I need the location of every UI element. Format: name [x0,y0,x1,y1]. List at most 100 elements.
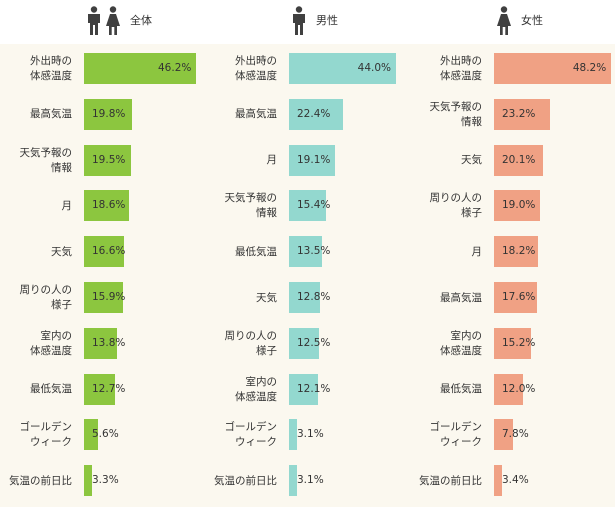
bar [494,53,611,84]
category-label: 天気 [51,245,72,258]
value-label: 3.1% [297,428,324,441]
bar [289,419,297,451]
bar [289,327,320,359]
bar [84,53,196,84]
category-label: 外出時の 体感温度 [235,55,277,82]
bar-row: ゴールデン ウィーク 5.6% [0,418,205,452]
bar [84,373,115,405]
value-label: 23.2% [502,107,536,120]
category-label: ゴールデン ウィーク [19,421,73,449]
category-label: 外出時の 体感温度 [30,55,72,82]
value-label: 3.1% [297,474,324,487]
bar-row: 外出時の 体感温度 46.2% [0,52,205,86]
gender-icons [496,6,512,36]
bar [289,282,321,313]
value-label: 17.6% [502,291,536,303]
female-icon [497,6,511,35]
category-label: 天気 [256,291,277,304]
category-label: 最高気温 [235,108,277,121]
bar-row: ゴールデン ウィーク 7.8% [410,418,615,452]
panel-all: 全体 外出時の 体感温度 46.2% 最高気温 19.8% 天気予報の 情報 19.5% 月 1… [0,0,205,507]
bar [84,465,92,497]
bar [494,190,541,222]
value-label: 20.1% [502,153,536,166]
bar-row: 気温の前日比 3.1% [205,464,410,498]
bar-row: 月 18.6% [0,189,205,223]
bar-row: 月 19.1% [205,144,410,178]
panel-title: 男性 [316,14,338,27]
category-label: 最低気温 [440,383,482,396]
value-label: 3.4% [502,474,529,487]
bar [494,236,539,268]
bar [84,190,130,222]
category-label: 最低気温 [30,383,72,396]
female-icon [106,6,120,35]
panel-title: 全体 [130,14,152,27]
value-label: 44.0% [357,62,392,74]
bar [494,419,513,451]
category-label: 最高気温 [440,291,482,304]
value-label: 46.2% [158,62,192,74]
category-label: 気温の前日比 [419,474,482,487]
panel-header: 男性 [205,0,410,38]
panel-title: 女性 [521,14,543,27]
value-label: 18.6% [92,199,126,212]
bar [494,465,503,497]
bar [84,98,132,130]
value-label: 18.2% [502,245,536,258]
bar-row: 天気予報の 情報 23.2% [410,98,615,132]
bar [84,327,118,359]
category-label: 周りの人の 様子 [429,192,483,220]
category-label: 月 [471,245,483,258]
value-label: 7.8% [502,428,529,441]
value-label: 16.6% [92,245,126,258]
bar-row: 外出時の 体感温度 44.0% [205,52,410,86]
category-label: 周りの人の 様子 [224,329,278,357]
bar [289,53,396,84]
bar-row: 気温の前日比 3.4% [410,464,615,498]
category-label: 最低気温 [235,245,277,258]
category-label: ゴールデン ウィーク [429,421,483,449]
bar-row: 室内の 体感温度 13.8% [0,327,205,361]
value-label: 12.5% [297,336,331,349]
bar [289,236,322,268]
value-label: 19.1% [297,153,331,166]
bar [289,190,327,222]
value-label: 15.4% [297,199,331,212]
panel-male: 男性 外出時の 体感温度 44.0% 最高気温 22.4% 月 19.1% 天気予報の 情報 1… [205,0,410,507]
panel-header: 全体 [0,0,205,38]
category-label: 外出時の 体感温度 [440,55,482,82]
bar-row: 室内の 体感温度 12.1% [205,373,410,407]
category-label: 最高気温 [30,108,72,121]
category-label: 気温の前日比 [9,474,72,487]
bar-row: 天気予報の 情報 15.4% [205,189,410,223]
bar [494,327,531,359]
bar [84,236,125,268]
bar [289,373,319,405]
bar-row: 周りの人の 様子 19.0% [410,189,615,223]
bar-row: 最低気温 12.0% [410,373,615,407]
category-label: 室内の 体感温度 [235,375,277,403]
bar-row: ゴールデン ウィーク 3.1% [205,418,410,452]
bar-row: 天気 20.1% [410,144,615,178]
category-label: 月 [266,154,278,167]
category-label: 天気予報の 情報 [429,100,483,128]
panel-female: 女性 外出時の 体感温度 48.2% 天気予報の 情報 23.2% 天気 20.1% 周りの人… [410,0,615,507]
category-label: 天気 [461,154,482,167]
category-label: ゴールデン ウィーク [224,421,278,449]
bar [494,282,537,313]
value-label: 13.5% [297,245,331,258]
gender-icons [86,6,121,36]
value-label: 5.6% [92,428,119,441]
value-label: 12.1% [297,382,331,395]
bar [494,144,543,176]
bar-row: 周りの人の 様子 12.5% [205,327,410,361]
bar [494,373,524,405]
gender-icons [291,6,307,36]
category-label: 月 [61,199,73,212]
bar [84,419,98,451]
bar-row: 最低気温 13.5% [205,235,410,269]
category-label: 気温の前日比 [214,474,277,487]
bar-row: 周りの人の 様子 15.9% [0,281,205,315]
bar-row: 最高気温 19.8% [0,98,205,132]
